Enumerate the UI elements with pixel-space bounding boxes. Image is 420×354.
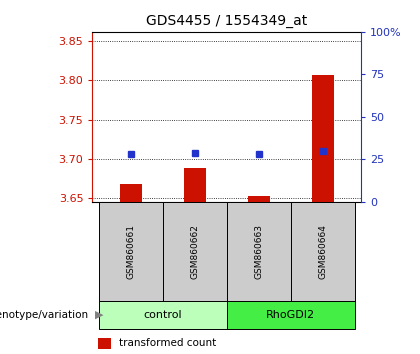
Bar [99,301,227,329]
Bar [120,184,142,202]
Title: GDS4455 / 1554349_at: GDS4455 / 1554349_at [146,14,307,28]
Text: control: control [144,310,182,320]
Text: RhoGDI2: RhoGDI2 [266,310,315,320]
Text: genotype/variation: genotype/variation [0,310,88,320]
Bar [163,202,227,301]
Bar [98,338,111,349]
Text: ▶: ▶ [94,310,103,320]
Text: GSM860663: GSM860663 [254,224,263,279]
Bar [227,301,355,329]
Bar [248,195,270,202]
Bar [184,168,206,202]
Bar [227,202,291,301]
Bar [99,202,163,301]
Bar [291,202,355,301]
Text: GSM860661: GSM860661 [126,224,135,279]
Text: transformed count: transformed count [119,338,217,348]
Text: GSM860662: GSM860662 [190,224,200,279]
Text: GSM860664: GSM860664 [318,224,327,279]
Bar [312,75,334,202]
